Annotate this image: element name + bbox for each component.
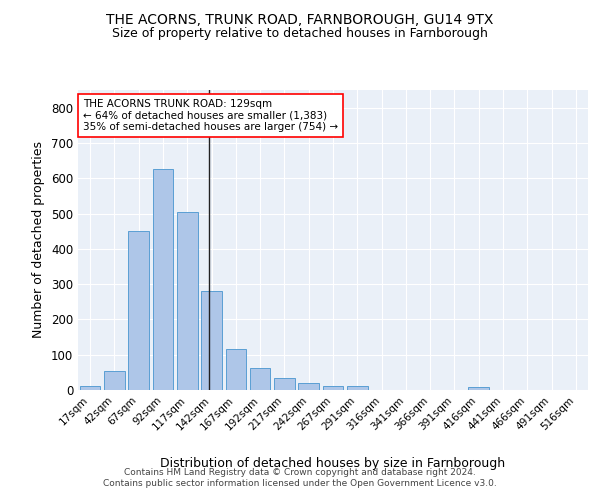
Bar [347, 386, 368, 390]
Bar [152, 170, 173, 390]
Bar [298, 383, 319, 390]
Text: THE ACORNS, TRUNK ROAD, FARNBOROUGH, GU14 9TX: THE ACORNS, TRUNK ROAD, FARNBOROUGH, GU1… [106, 12, 494, 26]
Text: THE ACORNS TRUNK ROAD: 129sqm
← 64% of detached houses are smaller (1,383)
35% o: THE ACORNS TRUNK ROAD: 129sqm ← 64% of d… [83, 99, 338, 132]
Bar [250, 368, 271, 390]
Text: Contains HM Land Registry data © Crown copyright and database right 2024.
Contai: Contains HM Land Registry data © Crown c… [103, 468, 497, 487]
Bar [201, 291, 222, 390]
Bar [274, 378, 295, 390]
Text: Size of property relative to detached houses in Farnborough: Size of property relative to detached ho… [112, 28, 488, 40]
Y-axis label: Number of detached properties: Number of detached properties [32, 142, 46, 338]
Bar [128, 231, 149, 390]
Bar [226, 348, 246, 390]
Bar [323, 386, 343, 390]
Bar [80, 386, 100, 390]
Bar [469, 387, 489, 390]
Bar [177, 212, 197, 390]
Text: Distribution of detached houses by size in Farnborough: Distribution of detached houses by size … [160, 458, 506, 470]
Bar [104, 370, 125, 390]
